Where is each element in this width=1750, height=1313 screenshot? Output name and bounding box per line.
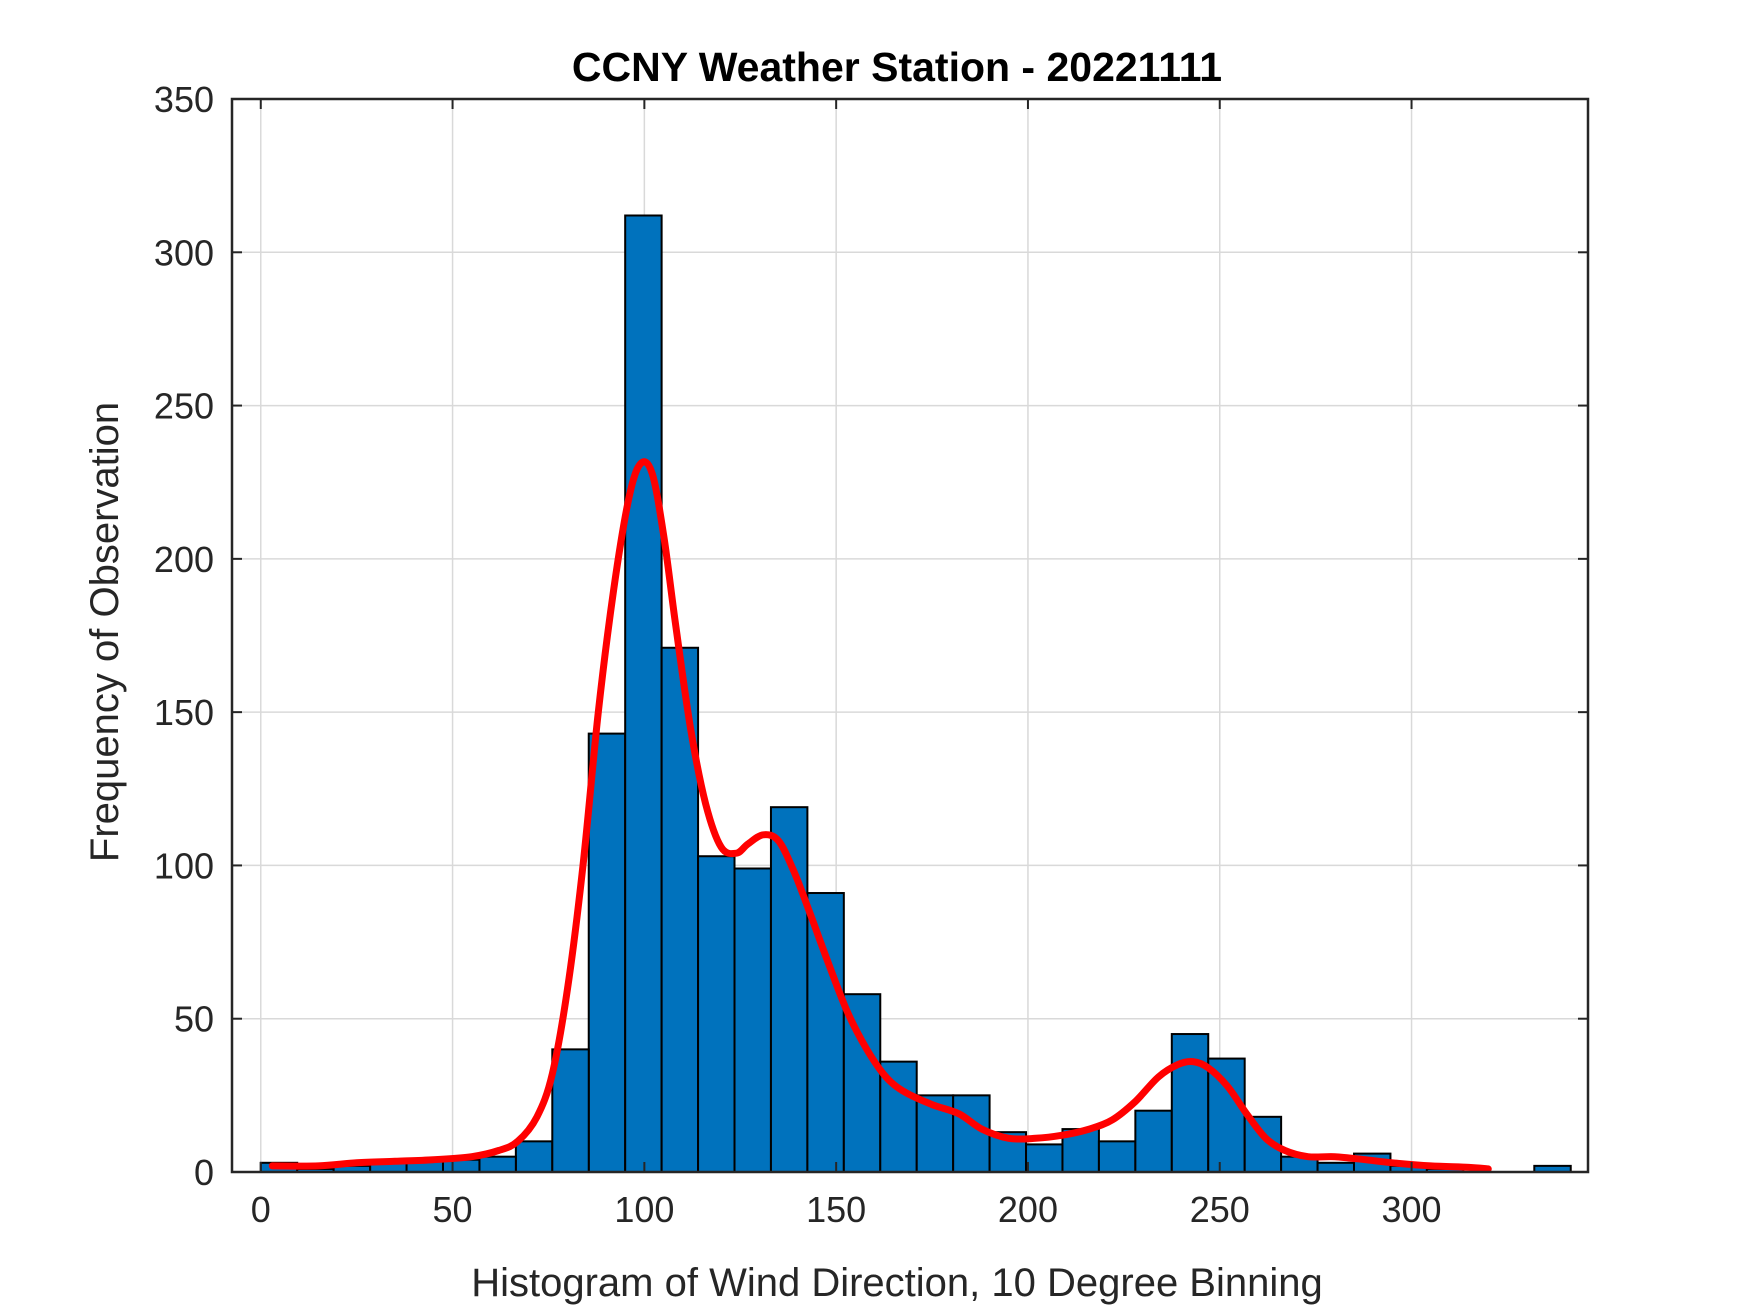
y-tick-label: 0 <box>194 1152 214 1193</box>
x-axis-title: Histogram of Wind Direction, 10 Degree B… <box>471 1261 1323 1305</box>
histogram-bar <box>514 1140 554 1174</box>
density-fit-line <box>268 458 1492 1173</box>
y-tick-label: 300 <box>154 232 214 273</box>
x-tick-label: 300 <box>1382 1189 1442 1230</box>
y-tick-label: 50 <box>174 999 214 1040</box>
histogram-bar <box>733 867 772 1173</box>
x-tick-label: 200 <box>998 1189 1058 1230</box>
y-tick-label: 350 <box>154 79 214 120</box>
y-tick-label: 100 <box>154 845 214 886</box>
x-tick-label: 100 <box>614 1189 674 1230</box>
x-tick-label: 150 <box>806 1189 866 1230</box>
histogram-bar <box>697 855 736 1174</box>
density-curve-layer <box>268 458 1492 1173</box>
histogram-bar <box>806 892 845 1174</box>
tick-labels: 0 50 100 150 200 250 300 0 50 100 150 200 250 300 350 <box>154 79 1442 1230</box>
histogram-bar <box>1097 1140 1137 1174</box>
x-tick-label: 0 <box>251 1189 271 1230</box>
histogram-bar <box>478 1155 517 1173</box>
histogram-bar <box>624 214 663 1174</box>
histogram-bar <box>587 732 627 1173</box>
y-tick-label: 250 <box>154 386 214 427</box>
histogram-bars <box>259 214 1572 1174</box>
x-tick-label: 250 <box>1190 1189 1250 1230</box>
y-tick-label: 200 <box>154 539 214 580</box>
grid-lines <box>232 98 1588 1173</box>
y-tick-label: 150 <box>154 692 214 733</box>
axes-frame <box>230 97 1590 1174</box>
y-axis-title: Frequency of Observation <box>83 402 127 862</box>
histogram-bar <box>551 1048 590 1174</box>
plot-frame <box>230 97 1590 1174</box>
histogram-bar <box>1316 1161 1356 1173</box>
histogram-bar <box>1170 1033 1210 1173</box>
x-tick-label: 50 <box>433 1189 473 1230</box>
histogram-bar <box>1134 1109 1173 1173</box>
histogram-bar <box>1025 1143 1064 1173</box>
tick-marks <box>232 98 1588 1173</box>
chart-title: CCNY Weather Station - 20221111 <box>572 44 1222 90</box>
